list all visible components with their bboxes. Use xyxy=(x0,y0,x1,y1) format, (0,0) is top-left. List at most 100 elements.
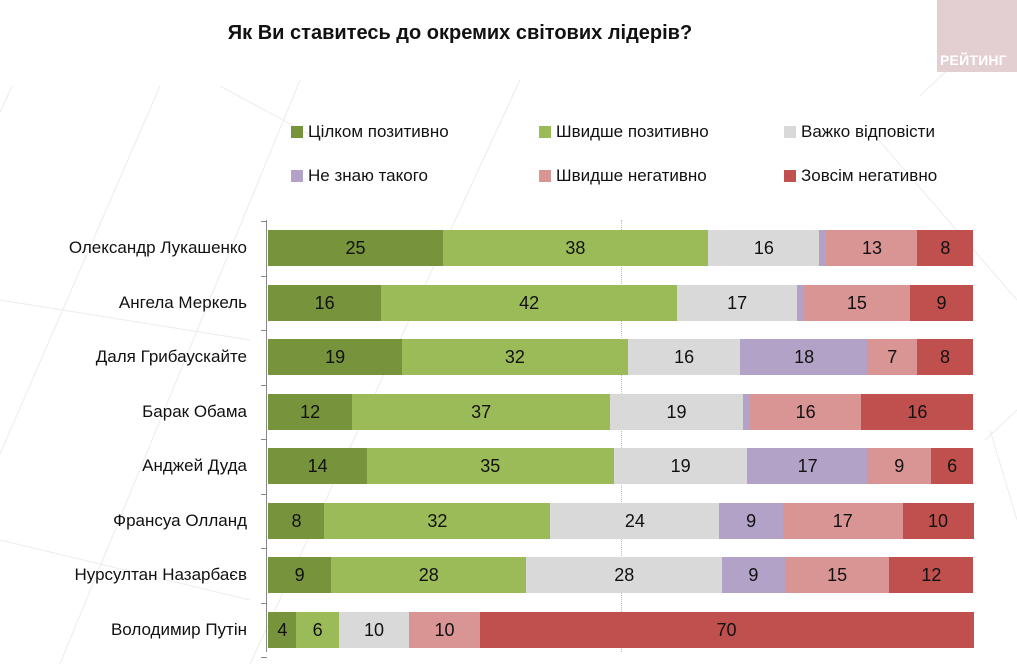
y-axis-line xyxy=(266,220,267,652)
data-label: 16 xyxy=(674,347,695,367)
legend-item-fully-negative: Зовсім негативно xyxy=(784,166,937,186)
legend-item-rather-negative: Швидше негативно xyxy=(539,166,707,186)
bar-segment-dont-know xyxy=(742,394,751,430)
legend-label: Цілком позитивно xyxy=(308,122,449,141)
y-axis-tick xyxy=(261,385,267,386)
data-label: 9 xyxy=(746,511,757,531)
data-label: 17 xyxy=(797,456,818,476)
data-label: 17 xyxy=(832,511,853,531)
y-axis-tick xyxy=(261,657,267,658)
bar-segment-rather-positive: 37 xyxy=(351,394,611,430)
bar-segment-rather-negative: 13 xyxy=(826,230,918,266)
bar-segment-hard-to-say: 16 xyxy=(627,339,741,375)
bar-segment-fully-negative: 10 xyxy=(902,503,974,539)
bar-segment-rather-positive: 42 xyxy=(380,285,678,321)
bar-segment-rather-positive: 32 xyxy=(324,503,551,539)
bar-segment-rather-negative: 17 xyxy=(782,503,903,539)
data-label: 28 xyxy=(418,565,439,585)
bar-segment-fully-positive: 12 xyxy=(268,394,353,430)
legend-swatch-rather-negative xyxy=(539,170,551,182)
bar-segment-fully-negative: 12 xyxy=(889,557,974,593)
data-label: 12 xyxy=(921,565,942,585)
data-label: 4 xyxy=(277,620,288,640)
bar-segment-dont-know xyxy=(819,230,827,266)
legend-swatch-rather-positive xyxy=(539,126,551,138)
y-axis-tick xyxy=(261,276,267,277)
legend-swatch-hard-to-say xyxy=(784,126,796,138)
legend-label: Не знаю такого xyxy=(308,166,428,185)
bar-segment-fully-positive: 14 xyxy=(268,448,368,484)
bar-segment-rather-negative: 10 xyxy=(409,612,480,648)
data-label: 13 xyxy=(861,238,882,258)
data-label: 6 xyxy=(947,456,958,476)
data-label: 10 xyxy=(363,620,385,640)
chart-title: Як Ви ставитесь до окремих світових ліде… xyxy=(227,22,693,44)
legend-label: Важко відповісти xyxy=(801,122,935,141)
bar-segment-rather-positive: 28 xyxy=(330,557,527,593)
bar-segment-rather-negative: 7 xyxy=(867,339,918,375)
bar-segment-dont-know: 18 xyxy=(740,339,868,375)
data-label: 38 xyxy=(565,238,586,258)
bar-segment-hard-to-say: 10 xyxy=(338,612,410,648)
y-axis-tick xyxy=(261,221,267,222)
bar-segment-hard-to-say: 19 xyxy=(613,448,748,484)
bar-segment-hard-to-say: 28 xyxy=(526,557,723,593)
bar-segment-fully-positive: 25 xyxy=(268,230,443,266)
bar-segment-hard-to-say: 19 xyxy=(610,394,744,430)
bar-segment-dont-know: 17 xyxy=(747,448,868,484)
bar-segment-fully-positive: 16 xyxy=(268,285,382,321)
data-label: 7 xyxy=(887,347,898,367)
bar-segment-fully-negative: 8 xyxy=(917,230,974,266)
bar-segment-fully-positive: 8 xyxy=(268,503,325,539)
legend-label: Швидше позитивно xyxy=(556,122,709,141)
data-label: 17 xyxy=(727,293,748,313)
data-label: 16 xyxy=(314,293,335,313)
bar-segment-rather-positive: 32 xyxy=(401,339,628,375)
data-label: 16 xyxy=(907,402,928,422)
data-label: 9 xyxy=(748,565,759,585)
data-label: 9 xyxy=(894,456,905,476)
data-label: 19 xyxy=(670,456,691,476)
y-axis-tick xyxy=(261,439,267,440)
bar-segment-fully-negative: 16 xyxy=(861,394,974,430)
y-axis-tick xyxy=(261,548,267,549)
data-label: 8 xyxy=(940,347,951,367)
legend-swatch-fully-negative xyxy=(784,170,796,182)
data-label: 19 xyxy=(666,402,687,422)
rating-logo: РЕЙТИНГ xyxy=(937,0,1017,72)
y-axis-tick xyxy=(261,330,267,331)
data-label: 10 xyxy=(434,620,455,640)
bar-segment-hard-to-say: 17 xyxy=(676,285,798,321)
data-label: 25 xyxy=(345,238,366,258)
legend-label: Швидше негативно xyxy=(556,166,707,185)
data-label: 24 xyxy=(624,511,645,531)
data-label: 42 xyxy=(519,293,540,313)
data-label: 8 xyxy=(291,511,302,531)
bar-segment-dont-know xyxy=(796,285,805,321)
data-label: 32 xyxy=(504,347,525,367)
legend-swatch-fully-positive xyxy=(291,126,303,138)
legend-swatch-dont-know xyxy=(291,170,303,182)
data-label: 15 xyxy=(827,565,848,585)
bar-segment-hard-to-say: 16 xyxy=(707,230,820,266)
category-label: Ангела Меркель xyxy=(118,293,247,312)
legend-item-fully-positive: Цілком позитивно xyxy=(291,122,449,142)
data-label: 16 xyxy=(753,238,774,258)
bar-segment-dont-know: 9 xyxy=(721,557,785,593)
y-axis-tick xyxy=(261,603,267,604)
bar-segment-fully-positive: 19 xyxy=(268,339,403,375)
bar-segment-rather-positive: 6 xyxy=(296,612,339,648)
category-label: Володимир Путін xyxy=(110,620,247,639)
data-label: 14 xyxy=(307,456,328,476)
data-label: 9 xyxy=(294,565,305,585)
data-label: 16 xyxy=(795,402,816,422)
bar-segment-fully-positive: 4 xyxy=(268,612,297,648)
data-label: 12 xyxy=(300,402,321,422)
data-label: 6 xyxy=(312,620,323,640)
legend-item-rather-positive: Швидше позитивно xyxy=(539,122,709,142)
legend-label: Зовсім негативно xyxy=(801,166,938,185)
category-label: Франсуа Олланд xyxy=(113,511,247,530)
bar-segment-hard-to-say: 24 xyxy=(550,503,720,539)
data-label: 32 xyxy=(427,511,448,531)
bar-segment-fully-negative: 9 xyxy=(909,285,974,321)
